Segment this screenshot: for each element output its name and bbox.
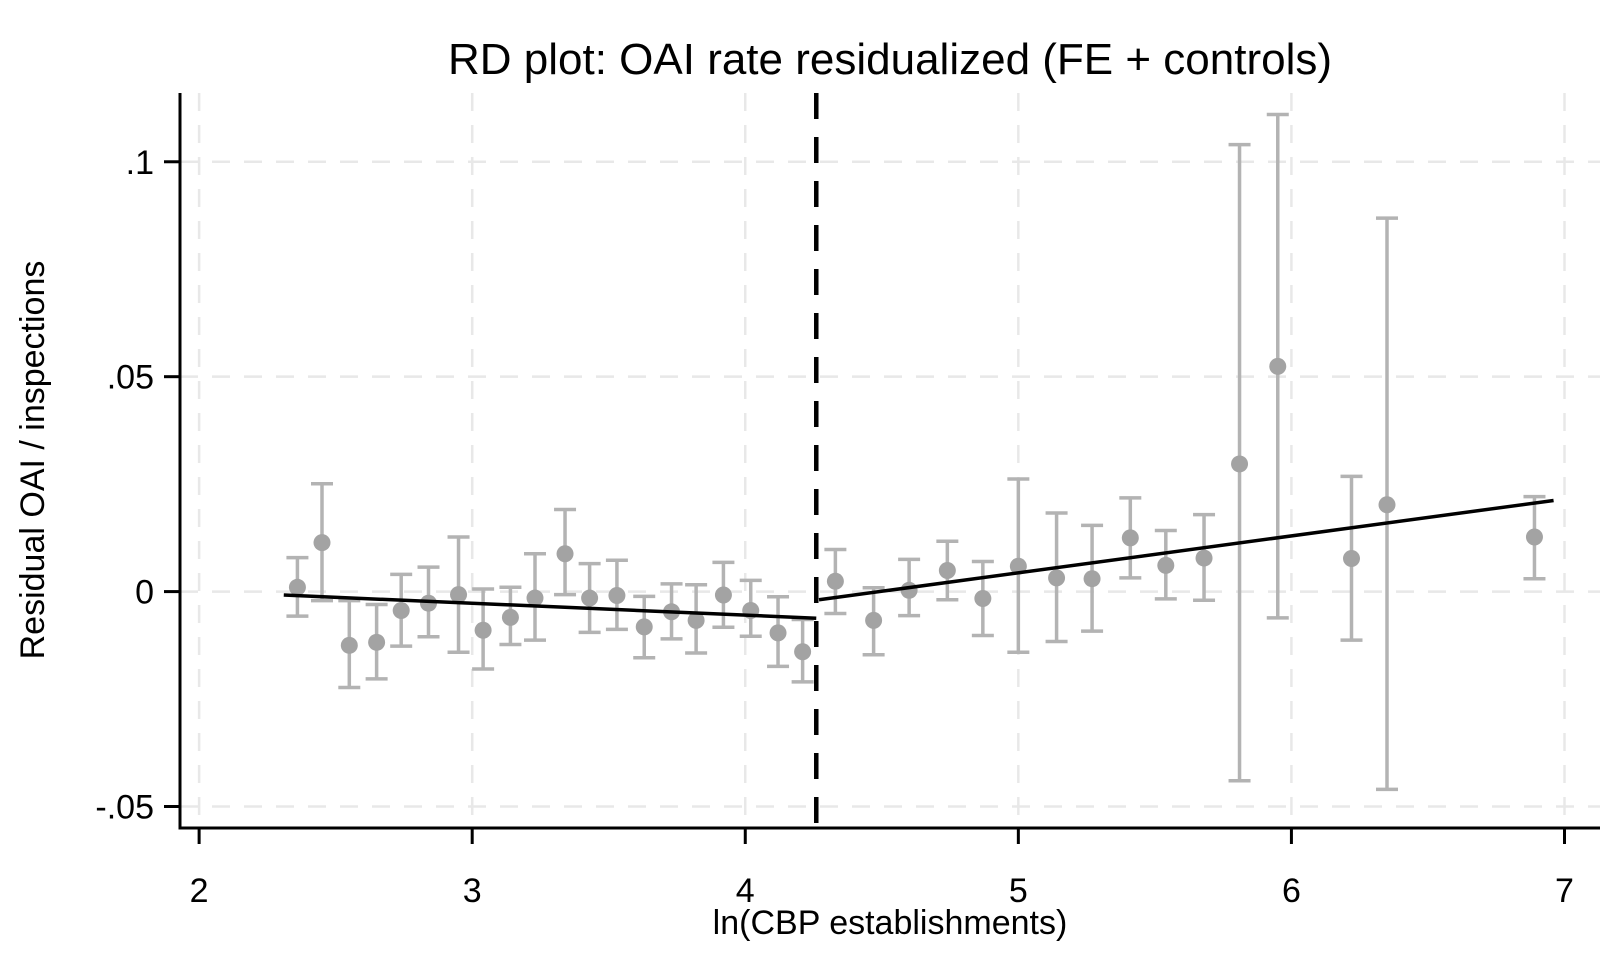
data-point <box>865 611 883 629</box>
data-point <box>450 586 468 604</box>
data-point <box>769 624 787 642</box>
data-point <box>581 589 599 607</box>
data-point <box>1378 496 1396 514</box>
data-point <box>687 611 705 629</box>
fit-lines <box>283 498 1554 620</box>
data-point <box>556 545 574 563</box>
data-point <box>1121 529 1139 547</box>
tick-labels: -.05 0 .05 .1 2 3 4 5 6 7 <box>95 144 1574 910</box>
data-point <box>1343 550 1360 567</box>
data-point <box>526 589 544 607</box>
x-tick-label: 2 <box>190 872 209 910</box>
data-point <box>974 589 992 607</box>
data-point <box>368 633 386 651</box>
y-tick-label: .1 <box>126 144 154 182</box>
y-tick-label: -.05 <box>95 789 154 827</box>
data-point <box>392 602 410 620</box>
data-point <box>474 621 492 639</box>
data-point <box>608 586 626 604</box>
data-point <box>826 572 844 590</box>
data-point <box>420 594 437 612</box>
x-tick-label: 6 <box>1282 872 1301 910</box>
x-tick-label: 7 <box>1555 872 1574 910</box>
data-point <box>313 534 331 552</box>
y-axis-title: Residual OAI / inspections <box>14 261 52 660</box>
data-point <box>1231 455 1249 473</box>
data-point <box>794 643 812 661</box>
data-point <box>938 562 956 580</box>
data-point <box>1048 569 1066 587</box>
x-tick-label: 4 <box>736 872 755 910</box>
data-point <box>288 578 306 596</box>
fit-line-left-of-cutoff <box>283 593 817 620</box>
x-tick-label: 3 <box>463 872 482 910</box>
data-point <box>1525 528 1543 546</box>
x-tick-label: 5 <box>1009 872 1028 910</box>
axes <box>164 93 1600 844</box>
x-axis-title: ln(CBP establishments) <box>713 904 1068 942</box>
y-tick-label: 0 <box>135 574 154 612</box>
data-point <box>340 636 358 654</box>
confidence-intervals <box>286 112 1546 792</box>
data-point <box>1195 549 1213 567</box>
data-point <box>635 618 653 636</box>
data-point <box>1269 357 1287 375</box>
y-tick-label: .05 <box>107 359 154 397</box>
fit-line-right-of-cutoff <box>818 498 1554 602</box>
data-point <box>714 586 732 604</box>
data-point <box>1157 556 1175 574</box>
chart-title: RD plot: OAI rate residualized (FE + con… <box>448 35 1332 84</box>
data-point <box>1083 570 1101 588</box>
data-point <box>900 581 918 599</box>
data-point <box>501 608 519 626</box>
